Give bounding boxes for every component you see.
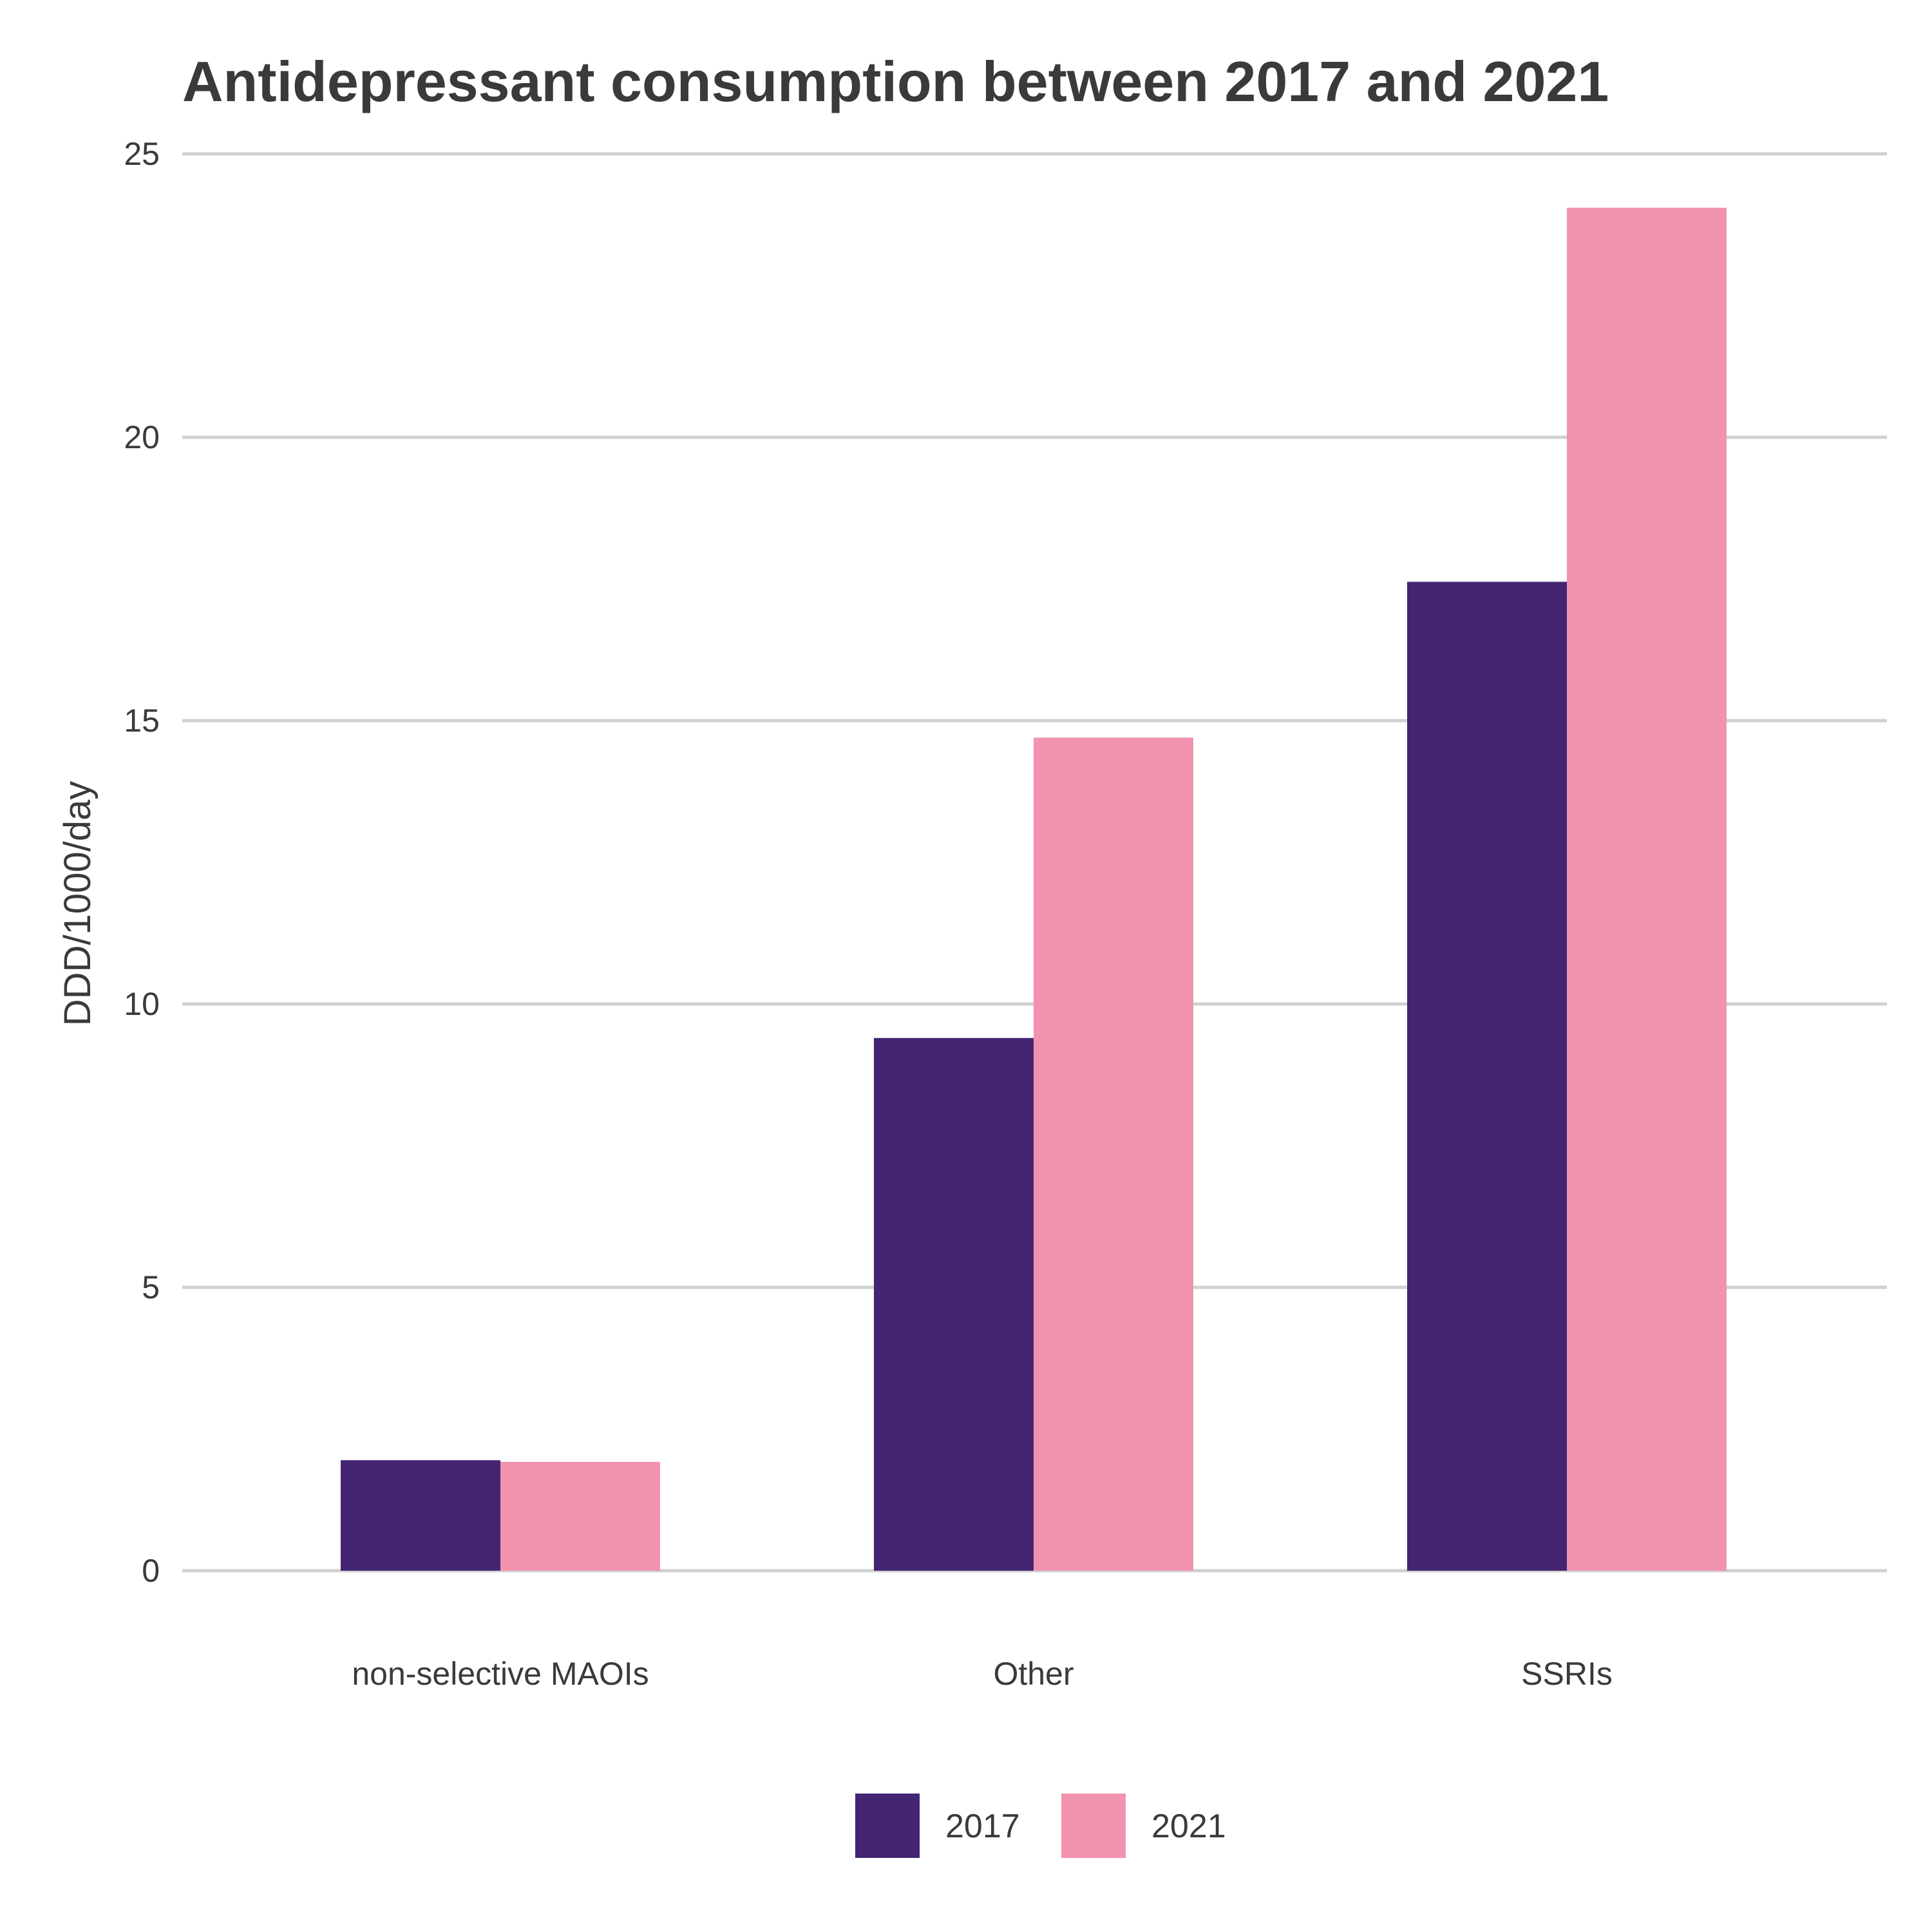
y-tick-label: 10 <box>124 986 160 1022</box>
y-tick-label: 0 <box>142 1553 160 1589</box>
x-tick-label: non-selective MAOIs <box>352 1656 649 1692</box>
bar-2017-1 <box>874 1037 1034 1571</box>
bar-2021-0 <box>500 1462 660 1571</box>
y-tick-label: 5 <box>142 1269 160 1305</box>
y-tick-label: 20 <box>124 419 160 455</box>
bar-2021-1 <box>1034 737 1193 1571</box>
legend: 2017 2021 <box>855 1794 1226 1858</box>
bar-2021-2 <box>1567 207 1727 1571</box>
x-tick-label: SSRIs <box>1521 1656 1613 1692</box>
y-tick-label: 25 <box>124 136 160 172</box>
bars <box>341 207 1727 1571</box>
y-tick-label: 15 <box>124 703 160 739</box>
legend-label-2017: 2017 <box>945 1808 1020 1845</box>
legend-swatch-2017 <box>855 1794 920 1858</box>
y-tick-labels: 0 5 10 15 20 25 <box>124 136 160 1589</box>
legend-swatch-2021 <box>1061 1794 1126 1858</box>
legend-label-2021: 2021 <box>1151 1808 1226 1845</box>
bar-2017-0 <box>341 1460 500 1571</box>
chart-title: Antidepressant consumption between 2017 … <box>182 50 1609 113</box>
x-tick-label: Other <box>993 1656 1074 1692</box>
x-tick-labels: non-selective MAOIs Other SSRIs <box>352 1656 1612 1692</box>
y-axis-title: DDD/1000/day <box>57 781 99 1026</box>
bar-2017-2 <box>1407 582 1567 1571</box>
